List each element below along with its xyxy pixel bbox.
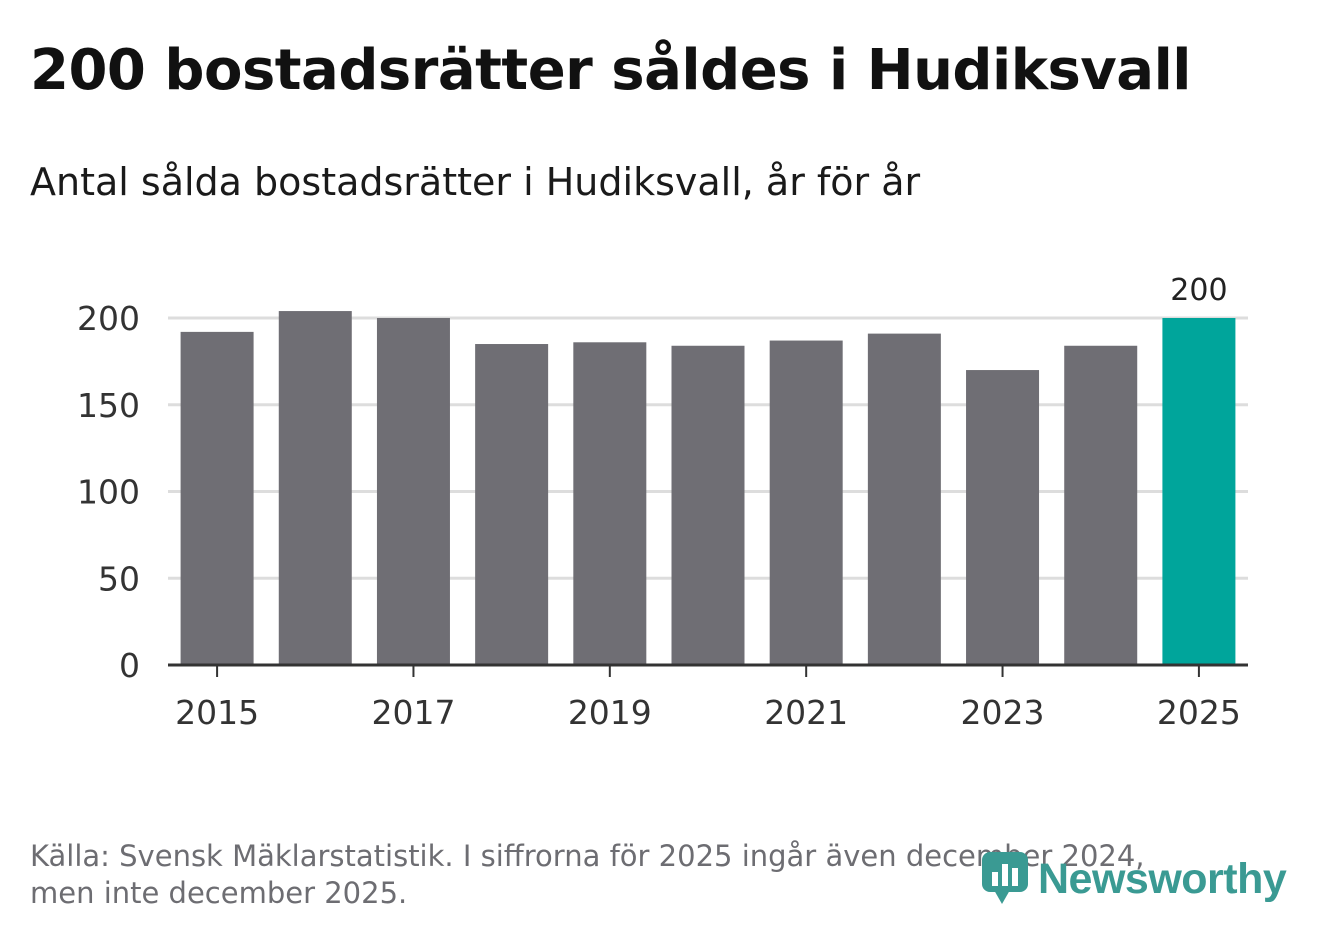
x-tick-label-2025: 2025 xyxy=(1157,693,1241,732)
newsworthy-chart-icon xyxy=(982,852,1028,904)
logo-text: Newsworthy xyxy=(1038,854,1287,903)
x-tick-label-2019: 2019 xyxy=(568,693,652,732)
chart-subtitle: Antal sålda bostadsrätter i Hudiksvall, … xyxy=(30,160,921,204)
source-note-line-2: men inte december 2025. xyxy=(30,876,408,910)
y-tick-label-100: 100 xyxy=(77,473,140,512)
data-label-2025: 200 xyxy=(1170,273,1227,308)
bar-2018 xyxy=(475,344,549,665)
bar-2015 xyxy=(180,331,254,665)
x-tick-label-2015: 2015 xyxy=(175,693,259,732)
x-tick-label-2021: 2021 xyxy=(764,693,848,732)
chart-title: 200 bostadsrätter såldes i Hudiksvall xyxy=(30,38,1191,103)
bar-2016 xyxy=(278,311,352,665)
bar-2017 xyxy=(376,318,450,665)
y-tick-label-150: 150 xyxy=(77,386,140,425)
bar-2022 xyxy=(867,333,941,665)
bar-2025 xyxy=(1162,318,1236,665)
bar-2020 xyxy=(671,345,745,665)
source-note-line-1: Källa: Svensk Mäklarstatistik. I siffror… xyxy=(30,839,1145,873)
y-tick-label-50: 50 xyxy=(98,559,140,598)
bar-2019 xyxy=(573,342,647,665)
newsworthy-logo: Newsworthy xyxy=(980,848,1287,910)
source-note: Källa: Svensk Mäklarstatistik. I siffror… xyxy=(30,838,1230,912)
y-tick-label-0: 0 xyxy=(119,646,140,685)
x-tick-label-2023: 2023 xyxy=(961,693,1045,732)
bar-2023 xyxy=(966,370,1040,665)
bar-2021 xyxy=(769,340,843,665)
x-tick-label-2017: 2017 xyxy=(371,693,455,732)
bar-2024 xyxy=(1064,345,1138,665)
y-tick-label-200: 200 xyxy=(77,299,140,338)
bar-chart: 0 50 100 150 200 200 2015 2017 2019 2021 2023 2025 xyxy=(77,273,1248,732)
